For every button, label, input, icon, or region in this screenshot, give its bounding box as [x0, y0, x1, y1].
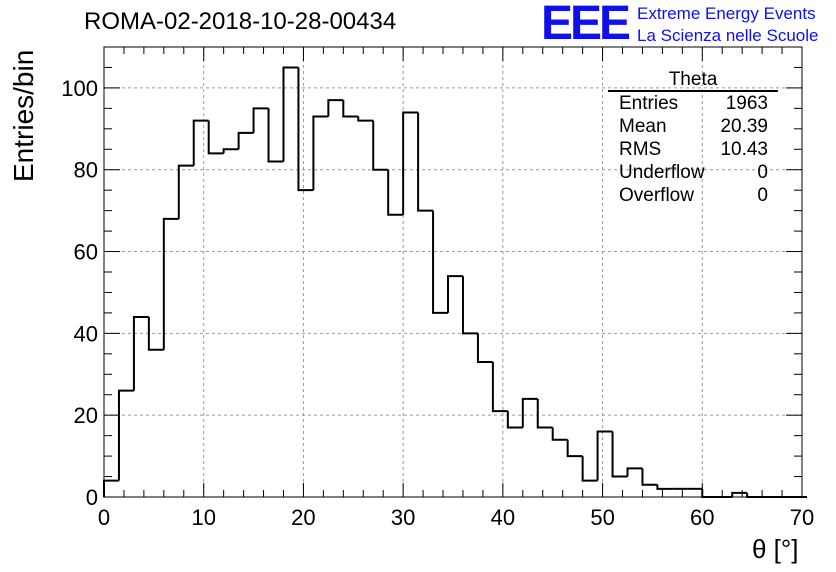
histogram-bin [656, 484, 673, 490]
histogram-bin [237, 131, 254, 150]
histogram-bin [506, 411, 523, 429]
histogram-bin [192, 119, 209, 166]
histogram-bin [641, 468, 658, 486]
x-axis-label: θ [°] [752, 534, 799, 564]
eee-logo: EEE [541, 0, 631, 50]
stats-row-rms: RMS 10.43 [619, 139, 768, 160]
x-tick-label: 10 [191, 505, 215, 530]
histogram-bin [312, 115, 329, 191]
histogram-bin [536, 398, 553, 429]
histogram-bin [372, 120, 389, 171]
y-tick-label: 0 [86, 485, 98, 510]
y-tick-label: 100 [61, 76, 98, 101]
stats-row-mean: Mean 20.39 [619, 116, 768, 137]
histogram-bin [596, 430, 613, 481]
histogram-bin [611, 431, 628, 478]
histogram-bin [417, 112, 434, 212]
histogram-bin [581, 456, 598, 482]
x-tick-label: 40 [491, 505, 515, 530]
histogram-bin [476, 333, 493, 363]
histogram-bin [342, 100, 359, 118]
histogram-bin [103, 479, 119, 497]
histogram-bin [132, 316, 149, 391]
x-tick-label: 50 [590, 505, 614, 530]
histogram-bin [282, 66, 299, 162]
histogram-bin [222, 148, 239, 154]
histogram-bin [252, 107, 269, 133]
histogram-bin [731, 491, 748, 497]
histogram-bin [162, 217, 179, 350]
histogram-bin [626, 467, 643, 477]
chart-title: ROMA-02-2018-10-28-00434 [84, 8, 397, 35]
histogram-bin [387, 169, 404, 216]
y-tick-label: 20 [74, 403, 98, 428]
histogram-bin [521, 397, 538, 428]
x-tick-label: 30 [391, 505, 415, 530]
histogram-bin [701, 488, 718, 498]
histogram-bin [461, 276, 478, 335]
x-tick-label: 70 [790, 505, 814, 530]
x-tick-label: 0 [98, 505, 110, 530]
logo-caption-line1: Extreme Energy Events [637, 4, 816, 23]
y-axis-label: Entries/bin [8, 49, 39, 182]
x-tick-label: 60 [690, 505, 714, 530]
histogram-bin [432, 210, 449, 314]
y-tick-label: 60 [74, 240, 98, 265]
histogram-bin [207, 120, 224, 155]
y-tick-label: 40 [74, 321, 98, 346]
stats-box: Theta Entries 1963 Mean 20.39 RMS 10.43 Und… [608, 70, 778, 207]
histogram-bin [267, 108, 284, 163]
plot-frame [103, 46, 803, 498]
histogram-bin [357, 116, 374, 122]
stats-row-underflow: Underflow 0 [619, 162, 768, 183]
stats-row-overflow: Overflow 0 [619, 185, 768, 206]
x-tick-label: 20 [291, 505, 315, 530]
histogram-bin [491, 362, 508, 413]
histogram-bin [117, 389, 134, 481]
histogram-bin [147, 317, 164, 351]
y-tick-label: 80 [74, 158, 98, 183]
histogram-bin [566, 439, 583, 458]
logo-caption-line2: La Scienza nelle Scuole [637, 26, 819, 45]
histogram-bin [402, 111, 419, 215]
histogram-bin [327, 99, 344, 117]
histogram-bin [447, 275, 463, 313]
histogram-bin [177, 164, 194, 219]
histogram-bin [297, 67, 314, 192]
stats-divider [608, 90, 778, 92]
stats-row-entries: Entries 1963 [619, 93, 768, 114]
histogram-bin [746, 492, 763, 498]
stats-title: Theta [668, 69, 718, 90]
histogram-bin [551, 427, 568, 441]
